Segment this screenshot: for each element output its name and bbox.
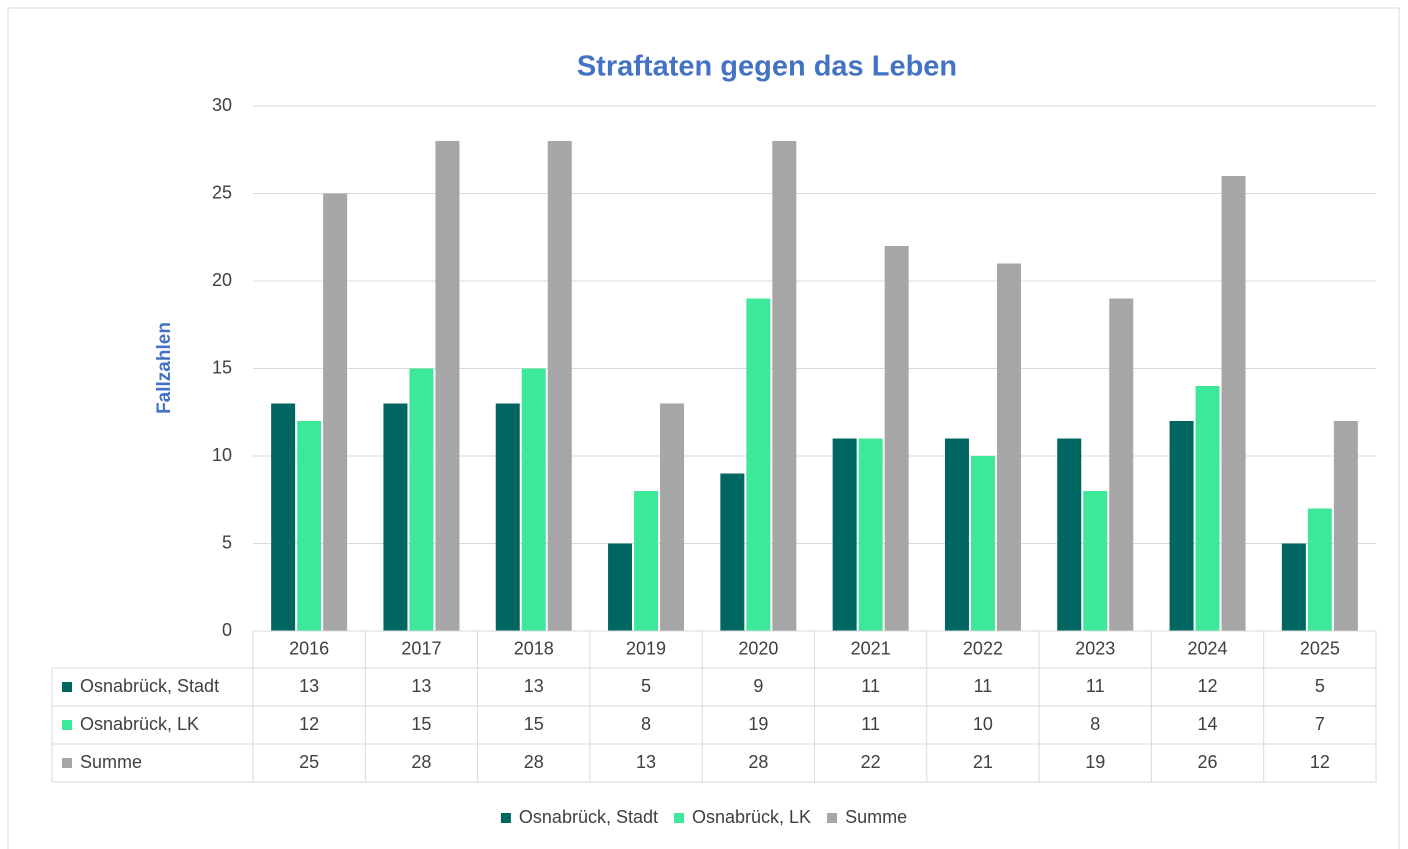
table-cell: 15: [411, 714, 431, 734]
y-tick-label: 5: [222, 532, 232, 552]
table-cell: 12: [1198, 676, 1218, 696]
x-tick-label: 2021: [851, 638, 891, 658]
y-tick-label: 0: [222, 620, 232, 640]
bar: [1221, 176, 1246, 631]
table-cell: 12: [299, 714, 319, 734]
table-cell: 5: [1315, 676, 1325, 696]
bar: [720, 473, 745, 631]
table-cell: 19: [1085, 752, 1105, 772]
bar: [547, 141, 572, 631]
legend-label: Osnabrück, LK: [692, 807, 811, 827]
legend-key: [500, 813, 511, 823]
x-tick-label: 2022: [963, 638, 1003, 658]
x-tick-label: 2017: [401, 638, 441, 658]
table-cell: 13: [299, 676, 319, 696]
table-cell: 28: [524, 752, 544, 772]
bar: [746, 298, 771, 631]
bar: [1169, 421, 1194, 631]
bar: [996, 263, 1021, 631]
table-cell: 12: [1310, 752, 1330, 772]
table-cell: 28: [748, 752, 768, 772]
bar: [495, 403, 520, 631]
bar: [772, 141, 797, 631]
bar: [660, 403, 685, 631]
y-tick-label: 15: [212, 357, 232, 377]
x-tick-label: 2018: [514, 638, 554, 658]
bar: [383, 403, 408, 631]
table-cell: 5: [641, 676, 651, 696]
table-legend-key: [62, 720, 72, 730]
bar: [858, 438, 883, 631]
table-cell: 8: [1090, 714, 1100, 734]
bar: [323, 193, 348, 631]
table-row-label: Osnabrück, Stadt: [80, 676, 219, 696]
legend: Osnabrück, Stadt Osnabrück, LK Summe: [500, 807, 907, 827]
bar: [1057, 438, 1082, 631]
table-cell: 8: [641, 714, 651, 734]
chart-border: [7, 7, 1400, 849]
legend-label: Summe: [845, 807, 907, 827]
bar: [1281, 543, 1306, 631]
x-tick-label: 2019: [626, 638, 666, 658]
chart-title: Straftaten gegen das Leben: [577, 51, 957, 83]
y-axis-label: Fallzahlen: [154, 322, 175, 414]
bar: [1307, 508, 1332, 631]
x-tick-label: 2020: [738, 638, 778, 658]
x-tick-label: 2024: [1188, 638, 1228, 658]
bar: [832, 438, 857, 631]
bar: [608, 543, 633, 631]
table-cell: 11: [861, 714, 880, 734]
table-cell: 11: [974, 676, 993, 696]
x-tick-label: 2025: [1300, 638, 1340, 658]
table-legend-key: [62, 758, 72, 768]
table-cell: 28: [411, 752, 431, 772]
table-cell: 21: [973, 752, 993, 772]
table-cell: 14: [1198, 714, 1218, 734]
bar: [297, 421, 322, 631]
table-cell: 19: [748, 714, 768, 734]
bar: [1333, 421, 1358, 631]
bar: [521, 368, 546, 631]
table-cell: 13: [411, 676, 431, 696]
legend-key: [674, 813, 684, 823]
bar: [435, 141, 460, 631]
bar: [634, 491, 659, 631]
table-cell: 9: [753, 676, 763, 696]
table-row-label: Osnabrück, LK: [80, 714, 199, 734]
table-cell: 26: [1198, 752, 1218, 772]
y-tick-label: 20: [212, 270, 232, 290]
bar: [970, 456, 995, 631]
table-cell: 13: [636, 752, 656, 772]
x-tick-label: 2016: [289, 638, 329, 658]
table-cell: 15: [524, 714, 544, 734]
y-tick-label: 30: [212, 95, 232, 115]
bar: [884, 246, 909, 631]
y-tick-label: 25: [212, 182, 232, 202]
table-legend-key: [62, 682, 72, 692]
table-cell: 10: [973, 714, 993, 734]
x-tick-label: 2023: [1075, 638, 1115, 658]
table-cell: 22: [861, 752, 881, 772]
table-row-label: Summe: [80, 752, 142, 772]
table-cell: 25: [299, 752, 319, 772]
bar: [944, 438, 969, 631]
table-cell: 11: [1086, 676, 1105, 696]
bar: [1109, 298, 1134, 631]
bar: [409, 368, 434, 631]
y-tick-label: 10: [212, 445, 232, 465]
bar: [1083, 491, 1108, 631]
bar: [271, 403, 296, 631]
bar: [1195, 386, 1220, 631]
table-cell: 11: [861, 676, 880, 696]
table-cell: 7: [1315, 714, 1325, 734]
legend-key: [827, 813, 838, 823]
legend-label: Osnabrück, Stadt: [519, 807, 658, 827]
table-cell: 13: [524, 676, 544, 696]
